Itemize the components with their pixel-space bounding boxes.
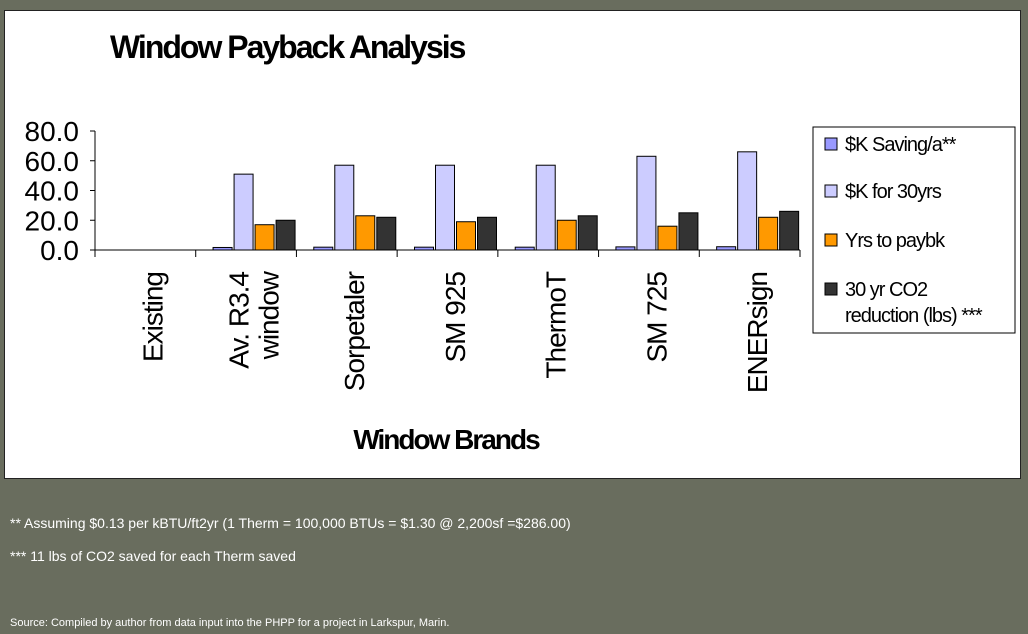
bar	[657, 225, 678, 251]
legend-swatch	[824, 233, 838, 247]
legend: $K Saving/a** $K for 30yrs Yrs to paybk 30 …	[812, 126, 1016, 334]
bar	[355, 215, 376, 251]
x-tick-label-line: Sorpetaler	[339, 271, 370, 391]
chart-title: Window Payback Analysis	[110, 29, 466, 65]
x-tick-label-line: Av. R3.4	[223, 272, 254, 369]
bar	[535, 164, 556, 251]
chart-panel: Window Payback Analysis 80.0 60.0 40.0 20.0…	[4, 10, 1021, 479]
legend-label: $K Saving/a**	[845, 134, 957, 156]
bar	[577, 215, 598, 251]
bar	[376, 216, 397, 251]
bar	[477, 216, 497, 251]
bar	[212, 246, 233, 251]
x-tick-label-line: SM 925	[440, 272, 471, 363]
x-tick-label: SM 925	[440, 272, 471, 363]
bar	[636, 155, 657, 251]
bar	[678, 212, 699, 251]
bar	[615, 246, 636, 251]
bar	[414, 246, 434, 251]
bar	[334, 164, 355, 251]
x-tick-label-line: window	[253, 270, 284, 360]
legend-swatch	[824, 282, 838, 296]
x-tick-label-line: Existing	[138, 272, 169, 362]
footnote-2: *** 11 lbs of CO2 saved for each Therm s…	[10, 548, 296, 564]
legend-label: reduction (lbs) ***	[845, 305, 983, 327]
x-tick-label: Sorpetaler	[339, 271, 370, 391]
footnote-1: ** Assuming $0.13 per kBTU/ft2yr (1 Ther…	[10, 515, 571, 531]
bar	[275, 219, 296, 251]
bar	[716, 246, 737, 251]
bar	[514, 246, 535, 251]
legend-label: 30 yr CO2	[845, 279, 928, 301]
chart-svg: Window Payback Analysis 80.060.040.020.0…	[25, 29, 1016, 455]
y-tick-label: 60.0	[25, 146, 80, 177]
bar	[556, 219, 577, 251]
bar	[456, 221, 476, 251]
y-tick-label: 0.0	[40, 235, 79, 266]
bar	[435, 164, 455, 251]
y-tick-label: 20.0	[25, 205, 80, 236]
plot-area: 80.060.040.020.00.0 Existing Av. R3.4 windo…	[25, 116, 801, 393]
x-tick-label: SM 725	[641, 272, 672, 363]
bar	[254, 224, 275, 251]
bar	[313, 246, 334, 251]
bar	[758, 216, 779, 251]
y-tick-label: 40.0	[25, 176, 80, 207]
legend-swatch	[824, 184, 838, 198]
x-tick-label-line: SM 725	[641, 272, 672, 363]
legend-box	[812, 126, 1016, 334]
y-tick-label: 80.0	[25, 116, 80, 147]
legend-label: $K for 30yrs	[845, 181, 942, 203]
legend-label: Yrs to paybk	[845, 230, 946, 252]
x-tick-label: ENERsign	[742, 272, 773, 393]
bar	[737, 151, 758, 251]
x-tick-label: Existing	[138, 272, 169, 362]
x-tick-label-line: ENERsign	[742, 272, 773, 393]
x-tick-label: Av. R3.4 window	[223, 270, 284, 369]
bar	[233, 173, 254, 251]
x-tick-label: ThermoT	[541, 271, 572, 378]
bar	[779, 210, 800, 251]
x-tick-label-line: ThermoT	[541, 271, 572, 378]
x-axis-label: Window Brands	[353, 424, 540, 455]
legend-swatch	[824, 137, 838, 151]
source-note: Source: Compiled by author from data inp…	[10, 617, 450, 629]
